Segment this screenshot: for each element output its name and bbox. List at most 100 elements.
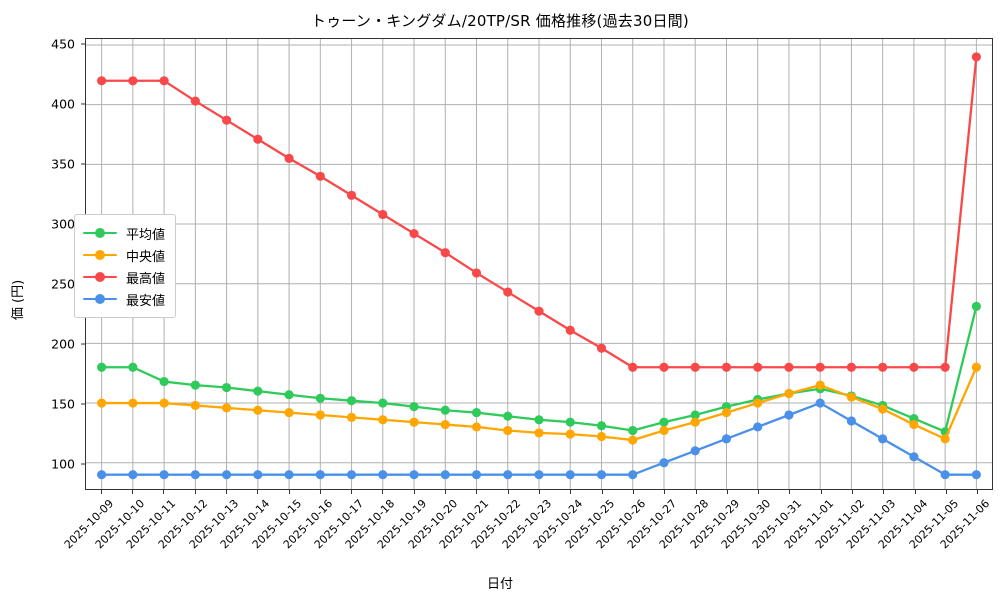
- data-point-marker: [128, 398, 138, 408]
- data-point-marker: [315, 470, 325, 480]
- y-axis-tick-label: 100: [51, 456, 75, 472]
- x-axis-tick-mark: [100, 490, 102, 494]
- data-point-marker: [503, 411, 513, 421]
- legend-label: 最安値: [126, 293, 166, 309]
- data-point-marker: [534, 415, 544, 425]
- data-point-marker: [378, 415, 388, 425]
- y-axis-tick-mark: [81, 403, 85, 405]
- data-point-marker: [346, 470, 357, 480]
- legend-item[interactable]: 最高値: [83, 266, 165, 288]
- legend-swatch-icon: [83, 227, 117, 239]
- data-point-marker: [284, 470, 294, 480]
- data-point-marker: [471, 470, 482, 480]
- data-point-marker: [97, 362, 107, 372]
- data-point-marker: [128, 362, 138, 372]
- y-axis-tick-mark: [81, 43, 85, 45]
- data-point-marker: [190, 470, 200, 480]
- data-point-marker: [596, 421, 607, 431]
- data-point-marker: [971, 52, 981, 62]
- y-axis-tick-mark: [81, 343, 85, 345]
- plot-area: [85, 38, 993, 490]
- data-point-marker: [128, 76, 138, 86]
- data-point-marker: [440, 419, 450, 430]
- data-point-marker: [628, 362, 638, 372]
- legend-label: 平均値: [126, 227, 166, 243]
- x-axis-tick-mark: [601, 490, 603, 494]
- data-point-marker: [190, 380, 200, 390]
- data-point-marker: [690, 362, 700, 372]
- x-axis-tick-mark: [445, 490, 447, 494]
- y-axis-tick-label: 150: [51, 396, 75, 412]
- data-point-marker: [940, 362, 950, 372]
- legend-item[interactable]: 最安値: [83, 288, 165, 310]
- data-point-marker: [346, 412, 357, 422]
- x-axis-tick-mark: [257, 490, 259, 494]
- data-series: [97, 398, 981, 480]
- x-axis-tick-mark: [319, 490, 321, 494]
- data-point-marker: [503, 470, 513, 480]
- data-point-marker: [596, 343, 607, 353]
- data-point-marker: [721, 408, 732, 418]
- data-point-marker: [909, 362, 919, 372]
- data-point-marker: [565, 417, 575, 427]
- data-point-marker: [940, 434, 950, 444]
- x-axis-tick-mark: [570, 490, 572, 494]
- data-point-marker: [565, 325, 575, 335]
- data-point-marker: [846, 392, 857, 402]
- data-point-marker: [471, 408, 482, 418]
- data-point-marker: [690, 410, 700, 420]
- data-point-marker: [659, 425, 669, 436]
- x-axis-tick-mark: [789, 490, 791, 494]
- data-series-group: [97, 52, 981, 480]
- data-point-marker: [471, 422, 482, 432]
- x-axis-tick-mark: [382, 490, 384, 494]
- data-point-marker: [253, 470, 263, 480]
- data-point-marker: [253, 405, 263, 415]
- data-point-marker: [378, 209, 388, 220]
- data-point-marker: [503, 425, 513, 436]
- data-point-marker: [659, 458, 669, 468]
- x-axis-tick-mark: [163, 490, 165, 494]
- data-point-marker: [815, 362, 825, 372]
- data-series: [97, 52, 981, 372]
- data-point-marker: [690, 446, 700, 456]
- y-axis-title: 価 (円): [11, 279, 26, 321]
- data-series: [97, 362, 981, 445]
- data-point-marker: [753, 422, 763, 432]
- y-axis-tick-mark: [81, 163, 85, 165]
- legend-item[interactable]: 中央値: [83, 244, 165, 266]
- x-axis-tick-mark: [758, 490, 760, 494]
- y-axis-title-container: 価 (円): [11, 0, 32, 600]
- data-point-marker: [534, 428, 544, 438]
- data-point-marker: [315, 410, 325, 420]
- legend-item[interactable]: 平均値: [83, 222, 165, 244]
- data-point-marker: [346, 190, 357, 200]
- y-axis-tick-label: 450: [51, 36, 75, 52]
- data-point-marker: [440, 470, 450, 480]
- x-axis-tick-mark: [194, 490, 196, 494]
- y-axis-tick-mark: [81, 463, 85, 465]
- data-point-marker: [534, 306, 544, 316]
- data-point-marker: [503, 287, 513, 297]
- legend-label: 中央値: [126, 249, 166, 265]
- data-point-marker: [97, 76, 107, 86]
- data-point-marker: [190, 400, 200, 411]
- data-point-marker: [159, 376, 169, 387]
- data-point-marker: [878, 404, 888, 414]
- data-point-marker: [659, 417, 669, 427]
- y-axis-tick-label: 300: [51, 216, 75, 232]
- data-point-marker: [971, 301, 981, 311]
- data-point-marker: [628, 425, 638, 436]
- data-point-marker: [596, 431, 607, 442]
- data-point-marker: [846, 416, 857, 426]
- data-point-marker: [409, 228, 419, 239]
- data-point-marker: [753, 398, 763, 408]
- data-point-marker: [190, 96, 200, 106]
- data-point-marker: [565, 429, 575, 439]
- data-point-marker: [284, 153, 294, 163]
- data-point-marker: [878, 434, 888, 444]
- x-axis-tick-mark: [476, 490, 478, 494]
- x-axis-tick-mark: [351, 490, 353, 494]
- data-point-marker: [815, 380, 825, 390]
